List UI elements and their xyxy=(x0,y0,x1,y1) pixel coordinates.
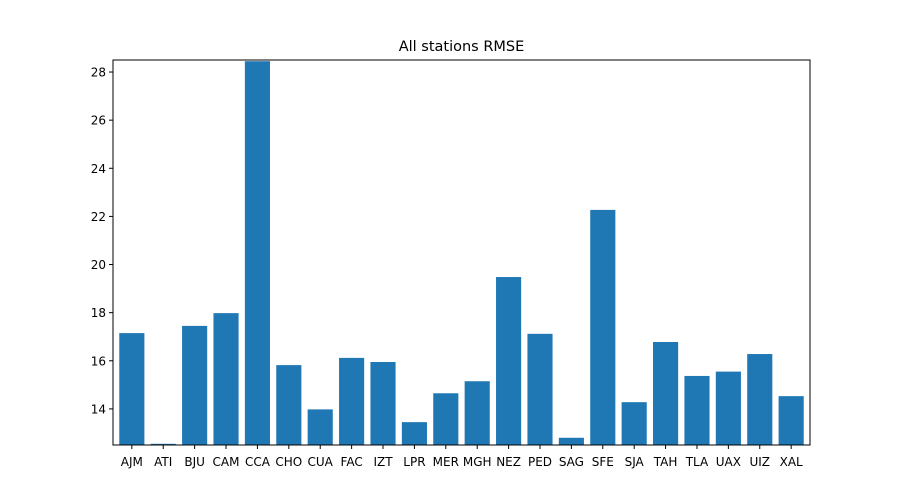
y-tick-label: 18 xyxy=(91,306,106,320)
x-tick-label: ATI xyxy=(154,455,172,469)
bar-ati xyxy=(150,443,176,445)
bar-cca xyxy=(244,61,270,445)
plot-frame xyxy=(112,59,811,446)
bar-fac xyxy=(339,357,365,445)
x-tick-label: CUA xyxy=(308,455,334,469)
x-tick-label: TLA xyxy=(685,455,709,469)
bar-mgh xyxy=(464,381,490,445)
bar-xal xyxy=(778,396,804,445)
x-tick-label: AJM xyxy=(121,455,143,469)
x-tick-label: CAM xyxy=(213,455,240,469)
bar-bju xyxy=(182,325,208,445)
x-tick-label: IZT xyxy=(373,455,393,469)
x-tick-label: SJA xyxy=(625,455,645,469)
x-tick-label: LPR xyxy=(403,455,425,469)
x-tick-label: CCA xyxy=(245,455,271,469)
y-tick-label: 24 xyxy=(91,162,106,176)
bar-sja xyxy=(621,402,647,445)
x-tick-label: NEZ xyxy=(496,455,521,469)
x-tick-label: PED xyxy=(528,455,552,469)
x-tick-label: FAC xyxy=(341,455,363,469)
x-tick-label: MER xyxy=(433,455,459,469)
x-tick-label: UIZ xyxy=(749,455,770,469)
bar-lpr xyxy=(401,422,427,445)
x-tick-label: UAX xyxy=(716,455,741,469)
bar-uax xyxy=(715,371,741,445)
bar-cua xyxy=(307,409,333,445)
bar-uiz xyxy=(747,354,773,445)
y-axis: 14 16 18 20 22 24 26 28 xyxy=(91,66,113,416)
bar-sag xyxy=(558,437,584,445)
y-tick-label: 26 xyxy=(91,114,106,128)
x-tick-label: XAL xyxy=(780,455,803,469)
chart-title: All stations RMSE xyxy=(399,39,525,55)
bar-cam xyxy=(213,313,239,445)
x-tick-label: MGH xyxy=(463,455,492,469)
bars-layer xyxy=(119,61,804,445)
y-tick-label: 22 xyxy=(91,210,106,224)
y-tick-label: 16 xyxy=(91,354,106,368)
x-tick-label: SAG xyxy=(559,455,584,469)
bar-mer xyxy=(433,393,459,445)
x-tick-label: CHO xyxy=(275,455,302,469)
bar-ajm xyxy=(119,333,145,445)
bar-cho xyxy=(276,365,302,445)
x-tick-label: BJU xyxy=(184,455,205,469)
y-tick-label: 14 xyxy=(91,402,106,416)
x-tick-label: SFE xyxy=(592,455,614,469)
bar-tah xyxy=(653,342,679,445)
y-tick-label: 20 xyxy=(91,258,106,272)
bar-nez xyxy=(496,277,522,445)
bar-izt xyxy=(370,361,396,445)
bar-tla xyxy=(684,375,710,445)
bar-ped xyxy=(527,333,553,445)
bar-sfe xyxy=(590,209,616,445)
y-tick-label: 28 xyxy=(91,66,106,80)
x-axis: AJM ATI BJU CAM CCA CHO CUA FAC IZT LPR MER MGH NEZ P… xyxy=(121,445,803,469)
x-tick-label: TAH xyxy=(653,455,678,469)
